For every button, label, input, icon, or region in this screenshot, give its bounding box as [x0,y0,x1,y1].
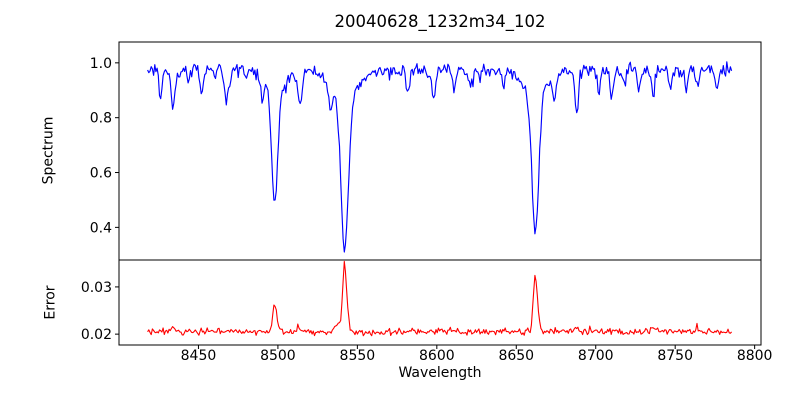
x-tick-label: 8750 [657,348,693,364]
spectrum-y-tick-label: 0.8 [90,111,112,127]
x-tick-label: 8800 [737,348,773,364]
spectrum-y-tick-label: 0.4 [90,220,112,236]
error-panel-frame [118,259,762,346]
x-tick-label: 8600 [419,348,455,364]
x-axis-label: Wavelength [398,365,482,381]
x-tick-label: 8450 [181,348,217,364]
spectrum-y-tick-label: 1.0 [90,56,112,72]
x-tick-label: 8700 [578,348,614,364]
error-y-tick-label: 0.02 [81,327,112,343]
error-line [147,260,733,337]
error-y-tick-label: 0.03 [81,280,112,296]
spectrum-y-tick-label: 0.6 [90,166,112,182]
x-tick-label: 8500 [260,348,296,364]
spectrum-panel-frame [118,41,762,261]
x-tick-label: 8550 [340,348,376,364]
spectrum-line [147,61,733,253]
x-tick-label: 8650 [498,348,534,364]
chart-title: 20040628_1232m34_102 [334,12,546,31]
